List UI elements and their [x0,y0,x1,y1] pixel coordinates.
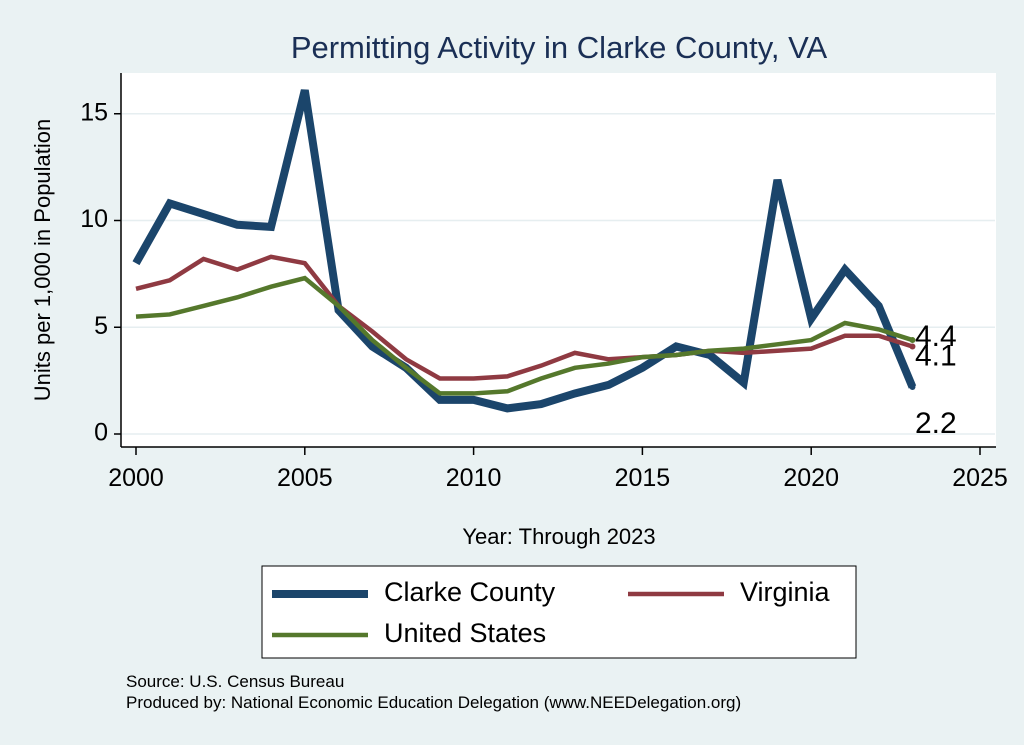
y-tick-label: 5 [94,312,108,340]
plot-area [121,73,996,447]
x-tick-label: 2020 [783,464,839,492]
y-tick-label: 10 [80,205,108,233]
legend: Clarke County Virginia United States [261,565,857,659]
source-note: Source: U.S. Census Bureau [126,672,344,691]
legend-label: Clarke County [384,577,556,607]
legend-box [261,565,857,659]
y-tick-label: 15 [80,98,108,126]
chart-title: Permitting Activity in Clarke County, VA [291,30,828,65]
end-value-label: 4.1 [915,339,957,372]
series-end-marker [909,384,916,391]
series-line [135,254,914,381]
x-tick-label: 2025 [952,464,1008,492]
x-tick-label: 2015 [615,464,671,492]
end-value-label: 2.2 [915,407,957,440]
x-tick-label: 2000 [108,464,164,492]
series-line [132,89,917,413]
end-value-label: 4.4 [915,320,957,353]
series-end-marker [909,343,916,350]
y-axis-title: Units per 1,000 in Population [30,119,55,402]
legend-label: United States [384,618,546,648]
series-end-marker [909,337,916,344]
x-tick-label: 2005 [277,464,333,492]
legend-label: Virginia [740,577,831,607]
y-tick-label: 0 [94,419,108,447]
series-line [135,275,914,396]
x-axis-title: Year: Through 2023 [462,524,655,549]
x-tick-label: 2010 [446,464,502,492]
producer-note: Produced by: National Economic Education… [126,693,741,712]
